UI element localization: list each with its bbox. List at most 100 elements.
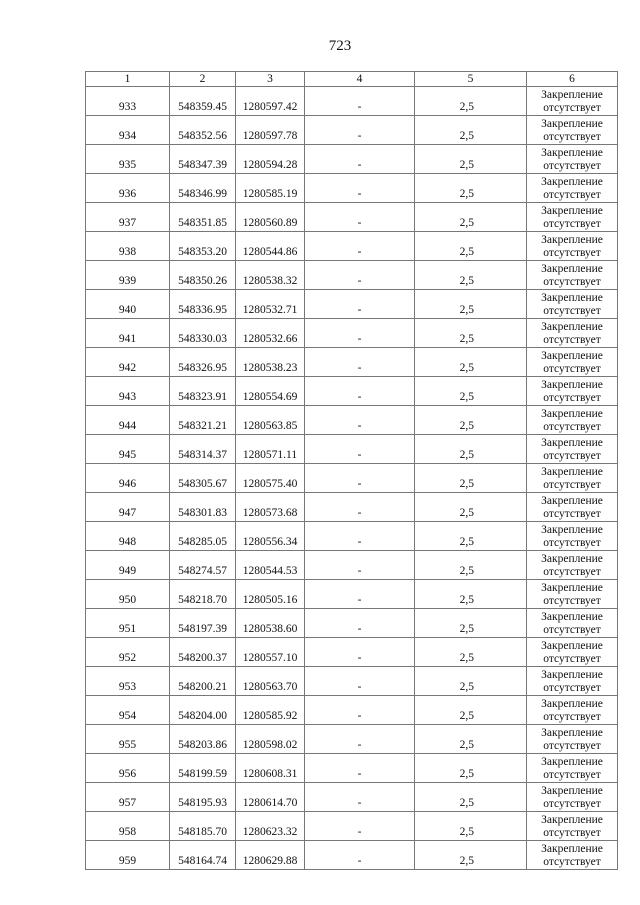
table-row: 951 548197.39 1280538.60-2,5 Закрепление отс… xyxy=(85,608,618,638)
y-coordinate-cell: 1280571.11 xyxy=(235,434,305,464)
col5-cell: 2,5 xyxy=(414,637,527,667)
fixing-status-line2: отсутствует xyxy=(543,478,601,491)
fixing-status-cell: Закрепление отсутствует xyxy=(526,637,618,667)
y-coordinate-cell: 1280594.28 xyxy=(235,144,305,174)
y-coordinate-cell: 1280538.60 xyxy=(235,608,305,638)
table-row: 940 548336.95 1280532.71-2,5 Закрепление отс… xyxy=(85,289,618,319)
fixing-status-line2: отсутствует xyxy=(543,768,601,781)
fixing-status-line1: Закрепление xyxy=(541,495,603,507)
fixing-status-line2: отсутствует xyxy=(543,217,601,230)
col5-cell: 2,5 xyxy=(414,782,527,812)
col4-cell: - xyxy=(304,521,415,551)
x-coordinate-cell: 548301.83 xyxy=(169,492,236,522)
col5-cell: 2,5 xyxy=(414,115,527,145)
y-coordinate-cell: 1280585.19 xyxy=(235,173,305,203)
fixing-status-line1: Закрепление xyxy=(541,669,603,681)
point-number-cell: 946 xyxy=(85,463,170,493)
col5-cell: 2,5 xyxy=(414,376,527,406)
x-coordinate-cell: 548347.39 xyxy=(169,144,236,174)
y-coordinate-cell: 1280556.34 xyxy=(235,521,305,551)
fixing-status-line2: отсутствует xyxy=(543,536,601,549)
header-row: 1 2 3 4 5 6 xyxy=(85,71,618,87)
col4-cell: - xyxy=(304,405,415,435)
table-row: 935 548347.39 1280594.28-2,5 Закрепление отс… xyxy=(85,144,618,174)
point-number-cell: 948 xyxy=(85,521,170,551)
col4-cell: - xyxy=(304,231,415,261)
col4-cell: - xyxy=(304,637,415,667)
fixing-status-line1: Закрепление xyxy=(541,466,603,478)
x-coordinate-cell: 548330.03 xyxy=(169,318,236,348)
fixing-status-line1: Закрепление xyxy=(541,89,603,101)
x-coordinate-cell: 548352.56 xyxy=(169,115,236,145)
table-row: 944 548321.21 1280563.85-2,5 Закрепление отс… xyxy=(85,405,618,435)
col4-cell: - xyxy=(304,318,415,348)
fixing-status-cell: Закрепление отсутствует xyxy=(526,492,618,522)
x-coordinate-cell: 548359.45 xyxy=(169,86,236,116)
fixing-status-line1: Закрепление xyxy=(541,843,603,855)
y-coordinate-cell: 1280544.53 xyxy=(235,550,305,580)
x-coordinate-cell: 548323.91 xyxy=(169,376,236,406)
fixing-status-line2: отсутствует xyxy=(543,594,601,607)
header-cell: 3 xyxy=(235,71,305,87)
point-number-cell: 958 xyxy=(85,811,170,841)
x-coordinate-cell: 548197.39 xyxy=(169,608,236,638)
fixing-status-line1: Закрепление xyxy=(541,814,603,826)
point-number-cell: 940 xyxy=(85,289,170,319)
y-coordinate-cell: 1280597.42 xyxy=(235,86,305,116)
fixing-status-line2: отсутствует xyxy=(543,507,601,520)
fixing-status-cell: Закрепление отсутствует xyxy=(526,115,618,145)
point-number-cell: 949 xyxy=(85,550,170,580)
fixing-status-line1: Закрепление xyxy=(541,437,603,449)
col4-cell: - xyxy=(304,666,415,696)
fixing-status-cell: Закрепление отсутствует xyxy=(526,753,618,783)
fixing-status-line1: Закрепление xyxy=(541,553,603,565)
col4-cell: - xyxy=(304,260,415,290)
fixing-status-line2: отсутствует xyxy=(543,362,601,375)
fixing-status-cell: Закрепление отсутствует xyxy=(526,202,618,232)
fixing-status-line1: Закрепление xyxy=(541,321,603,333)
fixing-status-cell: Закрепление отсутствует xyxy=(526,144,618,174)
point-number-cell: 957 xyxy=(85,782,170,812)
table-row: 939 548350.26 1280538.32-2,5 Закрепление отс… xyxy=(85,260,618,290)
fixing-status-line1: Закрепление xyxy=(541,263,603,275)
point-number-cell: 959 xyxy=(85,840,170,870)
point-number-cell: 953 xyxy=(85,666,170,696)
y-coordinate-cell: 1280597.78 xyxy=(235,115,305,145)
table-row: 953 548200.21 1280563.70-2,5 Закрепление отс… xyxy=(85,666,618,696)
point-number-cell: 941 xyxy=(85,318,170,348)
table-row: 949 548274.57 1280544.53-2,5 Закрепление отс… xyxy=(85,550,618,580)
table-row: 955 548203.86 1280598.02-2,5 Закрепление отс… xyxy=(85,724,618,754)
col5-cell: 2,5 xyxy=(414,347,527,377)
y-coordinate-cell: 1280544.86 xyxy=(235,231,305,261)
col5-cell: 2,5 xyxy=(414,666,527,696)
col4-cell: - xyxy=(304,492,415,522)
header-cell: 2 xyxy=(169,71,236,87)
point-number-cell: 934 xyxy=(85,115,170,145)
col5-cell: 2,5 xyxy=(414,608,527,638)
table-row: 943 548323.91 1280554.69-2,5 Закрепление отс… xyxy=(85,376,618,406)
fixing-status-cell: Закрепление отсутствует xyxy=(526,231,618,261)
col5-cell: 2,5 xyxy=(414,753,527,783)
fixing-status-cell: Закрепление отсутствует xyxy=(526,840,618,870)
col5-cell: 2,5 xyxy=(414,811,527,841)
fixing-status-line2: отсутствует xyxy=(543,420,601,433)
col4-cell: - xyxy=(304,376,415,406)
col5-cell: 2,5 xyxy=(414,405,527,435)
point-number-cell: 937 xyxy=(85,202,170,232)
fixing-status-line1: Закрепление xyxy=(541,727,603,739)
table-row: 956 548199.59 1280608.31-2,5 Закрепление отс… xyxy=(85,753,618,783)
table-row: 946 548305.67 1280575.40-2,5 Закрепление отс… xyxy=(85,463,618,493)
fixing-status-line2: отсутствует xyxy=(543,275,601,288)
fixing-status-cell: Закрепление отсутствует xyxy=(526,347,618,377)
x-coordinate-cell: 548164.74 xyxy=(169,840,236,870)
fixing-status-cell: Закрепление отсутствует xyxy=(526,666,618,696)
col5-cell: 2,5 xyxy=(414,318,527,348)
col4-cell: - xyxy=(304,144,415,174)
col5-cell: 2,5 xyxy=(414,724,527,754)
fixing-status-cell: Закрепление отсутствует xyxy=(526,608,618,638)
fixing-status-cell: Закрепление отсутствует xyxy=(526,434,618,464)
x-coordinate-cell: 548350.26 xyxy=(169,260,236,290)
table-row: 950 548218.70 1280505.16-2,5 Закрепление отс… xyxy=(85,579,618,609)
col4-cell: - xyxy=(304,695,415,725)
fixing-status-cell: Закрепление отсутствует xyxy=(526,86,618,116)
